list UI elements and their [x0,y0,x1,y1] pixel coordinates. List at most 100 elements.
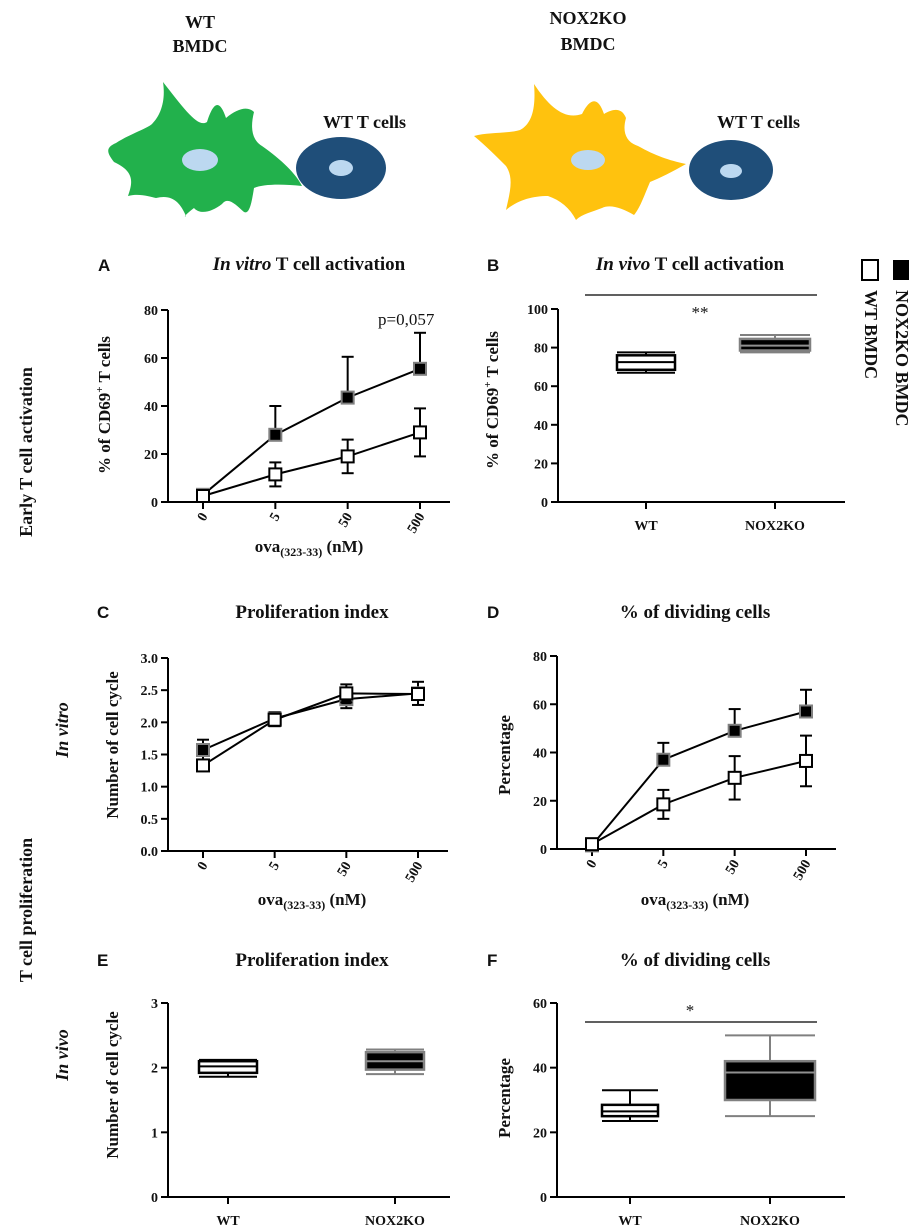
panel-a-x-tick-label: 5 [267,511,283,525]
panel-c-y-tick-label: 0.0 [141,845,159,860]
panel-letter-d: D [487,603,499,622]
panel-a-y-tick-label: 20 [144,448,158,463]
panel-c-point-wt [267,712,282,727]
panel-a-point-wt [413,425,427,440]
panel-c-y-tick-label: 2.5 [141,684,159,699]
wt-bmdc-label-line1: WT [185,12,215,32]
wt-cell-nucleus [182,149,218,171]
panel-c-x-tick-label: 0 [195,860,211,874]
panel-b: B In vivo T cell activation % of CD69+ T… [482,254,845,534]
panel-f-box-body [723,1059,817,1102]
panel-f-y-tick-label: 20 [533,1126,547,1141]
panel-a-point-wt [340,449,355,464]
panel-f-x-tick-label: WT [618,1214,642,1225]
panel-e-x-tick-label: WT [216,1214,240,1225]
panel-d-point-wt [727,770,742,785]
panel-b-x-tick-label: NOX2KO [745,519,805,534]
panel-d-y-tick-label: 0 [540,843,547,858]
panel-d-x-tick-label: 50 [723,858,743,878]
row-label-proliferation: T cell proliferation [16,838,36,982]
panel-letter-e: E [97,951,108,970]
panel-c-y-tick-label: 1.0 [141,781,159,796]
panel-a-x-label: ova(323-33) (nM) [255,537,364,559]
panel-c-y-tick-label: 2.0 [141,716,159,731]
panel-c-series-nox-line [202,692,419,751]
panel-d-title: % of dividing cells [620,602,770,623]
panel-e-y-label: Number of cell cycle [103,1011,122,1159]
panel-e: E Proliferation index Number of cell cyc… [97,950,450,1225]
panel-d-x-tick-label: 0 [584,858,600,872]
wt-tcells-label-right: WT T cells [717,112,800,132]
legend: NOX2KO BMDC WT BMDC [861,259,912,427]
panel-c-x-tick-label: 5 [267,860,283,874]
panel-b-x-tick-label: WT [634,519,658,534]
legend-nox-label: NOX2KO BMDC [892,290,912,427]
diagram: WT BMDC WT T cells NOX2KO BMDC WT T cell… [108,8,800,220]
panel-d-x-tick-label: 500 [791,858,814,884]
panel-a-y-tick-label: 0 [151,496,158,511]
wt-tcell-right-nucleus [720,164,742,178]
nox-cell-nucleus [571,150,605,170]
panel-b-y-tick-label: 60 [534,380,548,395]
panel-b-box-nox2ko [738,334,812,354]
panel-c-title: Proliferation index [235,602,389,623]
panel-e-box-wt [197,1058,259,1078]
panel-a: A In vitro T cell activation % of CD69+ … [94,254,450,559]
wt-bmdc-label-line2: BMDC [173,36,228,56]
panel-a-point-nox [340,390,355,405]
panel-a-point-wt [268,467,283,482]
panel-letter-c: C [97,603,109,622]
panel-f-title: % of dividing cells [620,950,770,971]
panel-e-x-tick-label: NOX2KO [365,1214,425,1225]
panel-a-x-tick-label: 500 [405,511,428,537]
panel-d-point-nox [799,704,813,719]
panel-c-point-wt [339,686,354,701]
panel-b-y-tick-label: 100 [527,303,548,318]
panel-a-x-tick-label: 50 [336,511,356,531]
row-label-in-vivo: In vivo [52,1029,72,1082]
panel-c-point-wt [196,758,210,773]
row-label-early-activation: Early T cell activation [16,367,36,537]
panel-a-title: In vitro T cell activation [212,254,406,275]
panel-d-point-nox [727,723,742,738]
panel-d-point-wt [799,753,813,768]
panel-e-y-tick-label: 2 [151,1062,158,1077]
wt-dendritic-cell [108,82,302,217]
panel-f-box-wt [600,1089,660,1123]
panel-a-point-nox [413,361,427,376]
panel-f-y-label: Percentage [495,1058,514,1138]
panel-f: F % of dividing cells Percentage * 0 20 40… [487,950,845,1225]
panel-d-series-wt-line [591,759,807,846]
panel-b-y-tick-label: 20 [534,457,548,472]
panel-c-y-tick-label: 0.5 [141,813,159,828]
panel-b-y-tick-label: 0 [541,496,548,511]
panel-f-y-tick-label: 0 [540,1191,547,1206]
panel-d-series-nox-line [591,710,807,847]
panel-d-y-tick-label: 40 [533,747,547,762]
panel-c-point-nox [196,742,210,757]
panel-b-box-wt [615,351,677,374]
panel-c-x-tick-label: 50 [335,860,355,880]
panel-b-title: In vivo T cell activation [595,254,785,275]
panel-d-point-nox [656,752,671,767]
wt-tcells-label-left: WT T cells [323,112,406,132]
panel-a-series-wt-line [202,431,421,497]
panel-e-box-nox2ko [364,1048,426,1076]
panel-c-point-wt [411,687,425,702]
panel-a-y-tick-label: 40 [144,400,158,415]
panel-d: D % of dividing cells Percentage ova(323… [487,602,836,912]
panel-a-x-tick-label: 0 [195,511,211,525]
panel-letter-f: F [487,951,497,970]
panel-e-y-tick-label: 3 [151,997,158,1012]
panel-a-y-tick-label: 80 [144,304,158,319]
panel-a-series-nox-line [202,367,421,496]
panel-a-p-value: p=0,057 [378,310,435,329]
nox-bmdc-label-line1: NOX2KO [549,8,626,28]
panel-e-title: Proliferation index [235,950,389,971]
panel-letter-a: A [98,256,110,275]
wt-tcell-left-nucleus [329,160,353,176]
panel-d-y-tick-label: 20 [533,795,547,810]
panel-c-y-tick-label: 1.5 [141,749,159,764]
legend-wt-swatch [861,259,879,281]
